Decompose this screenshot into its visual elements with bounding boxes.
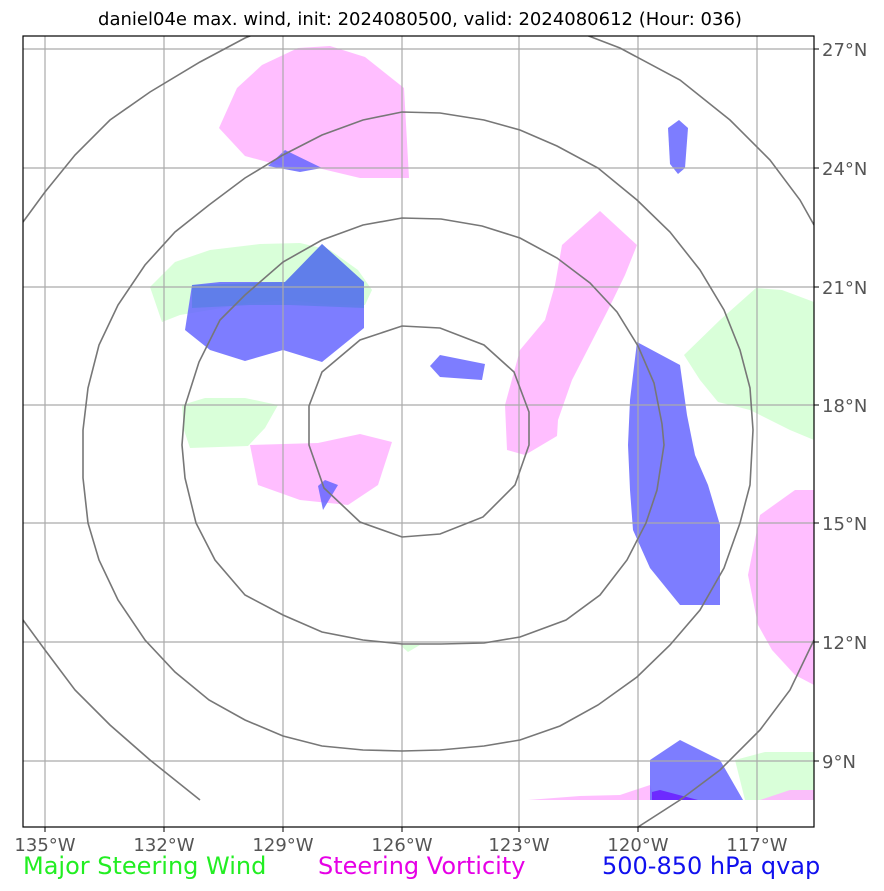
lat-label: 24°N <box>822 159 867 180</box>
lat-label: 27°N <box>822 40 867 61</box>
vorticity-area-center <box>250 434 392 505</box>
wind-area-southwest <box>182 398 278 448</box>
legend-steering-wind: Major Steering Wind <box>23 852 267 880</box>
wind-overlap-west <box>192 244 364 308</box>
lon-label: 123°W <box>488 835 549 856</box>
qvap-area-northeast <box>668 120 688 174</box>
lon-label: 117°W <box>726 835 787 856</box>
map-layers <box>23 36 814 827</box>
qvap-area-east <box>628 342 720 605</box>
range-rings <box>23 36 814 827</box>
wind-area-south-small <box>400 645 420 652</box>
vorticity-area-band <box>505 211 637 455</box>
legend-qvap: 500-850 hPa qvap <box>602 852 821 880</box>
lat-label: 9°N <box>822 752 856 773</box>
qvap-area-south-dark <box>652 790 698 800</box>
longitude-labels: 135°W 132°W 129°W 126°W 123°W 120°W 117°… <box>14 835 787 856</box>
range-ring-2 <box>181 217 665 645</box>
lon-label: 135°W <box>14 835 75 856</box>
qvap-area-south <box>650 740 743 800</box>
wind-area-southeast <box>735 752 814 800</box>
vorticity-area-north <box>219 46 409 178</box>
latitude-labels: 27°N 24°N 21°N 18°N 15°N 12°N 9°N <box>822 40 867 773</box>
legend-steering-vorticity: Steering Vorticity <box>318 852 526 880</box>
qvap-area-center <box>430 355 485 380</box>
range-ring-4-se <box>637 639 814 827</box>
lat-label: 12°N <box>822 633 867 654</box>
lon-label: 132°W <box>133 835 194 856</box>
lon-label: 129°W <box>252 835 313 856</box>
axis-ticks <box>44 48 819 832</box>
plot-frame <box>22 35 815 828</box>
wind-area-east <box>684 288 814 440</box>
range-ring-3 <box>82 111 754 752</box>
vorticity-area-south <box>528 785 814 800</box>
range-ring-4-sw <box>23 619 201 801</box>
map-title: daniel04e max. wind, init: 2024080500, v… <box>98 9 742 30</box>
grid-lines <box>23 36 814 827</box>
range-ring-1 <box>308 325 530 538</box>
vorticity-area-east <box>748 490 814 685</box>
lat-label: 18°N <box>822 396 867 417</box>
lon-label: 120°W <box>607 835 668 856</box>
lon-label: 126°W <box>371 835 432 856</box>
range-ring-4 <box>23 36 814 226</box>
steering-vorticity-areas <box>219 46 814 800</box>
lat-label: 21°N <box>822 278 867 299</box>
lat-label: 15°N <box>822 514 867 535</box>
